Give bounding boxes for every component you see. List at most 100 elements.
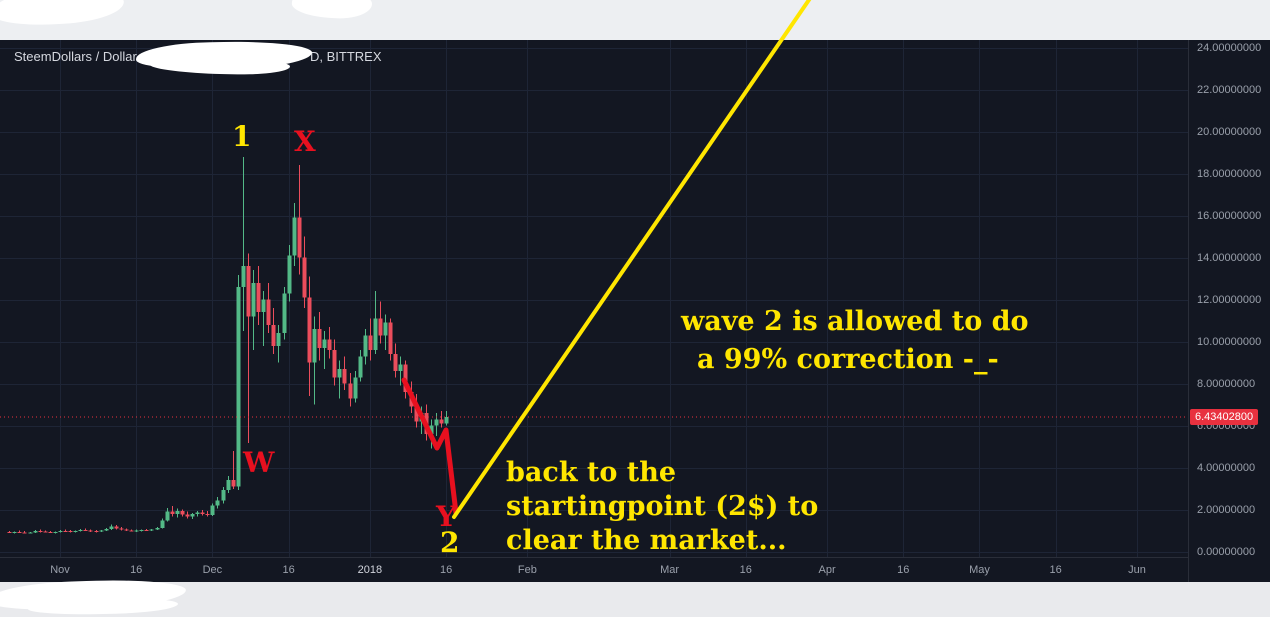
time-axis-label: 16 — [1049, 564, 1062, 576]
price-axis-label: 22.00000000 — [1197, 84, 1262, 96]
candle-body — [246, 265, 251, 317]
top-toolbar — [0, 0, 1270, 41]
legend-symbol-label: SteemDollars / Dollar — [14, 49, 137, 64]
candle-body — [342, 368, 347, 384]
candle-body — [307, 297, 312, 363]
last-price-badge: 6.43402800 — [1190, 408, 1259, 425]
candle-body — [73, 531, 78, 532]
candle-body — [337, 368, 342, 378]
candle-body — [114, 526, 119, 529]
candle-body — [363, 335, 368, 357]
candle-body — [388, 322, 393, 355]
candle-body — [195, 512, 200, 515]
time-axis-label: 16 — [439, 564, 453, 576]
candle-body — [383, 322, 388, 336]
candle-body — [104, 528, 109, 531]
time-axis-label: 16 — [897, 564, 910, 576]
candle-body — [221, 489, 226, 501]
price-axis[interactable]: 24.00000000 22.00000000 20.00000000 18.0000… — [1188, 40, 1270, 582]
candle-body — [322, 339, 327, 348]
candle-body — [58, 530, 63, 532]
candle-body — [353, 377, 358, 399]
candle-body — [139, 529, 144, 531]
candle-body — [409, 391, 414, 407]
candle-body — [261, 299, 266, 313]
candle-body — [368, 335, 373, 350]
candle-body — [332, 349, 337, 378]
candle-body — [241, 265, 246, 287]
price-axis-label: 24.00000000 — [1197, 42, 1262, 54]
candle-body — [63, 530, 68, 532]
time-axis-label: May — [969, 564, 990, 576]
candle-body — [129, 530, 134, 532]
candle-body — [282, 293, 287, 334]
time-axis-label: Jun — [1128, 564, 1146, 576]
candle-body — [160, 520, 165, 528]
price-axis-label: 0.00000000 — [1197, 546, 1256, 558]
price-axis-label: 8.00000000 — [1197, 378, 1256, 390]
time-axis-label: Mar — [660, 564, 680, 576]
candle-body — [38, 531, 43, 532]
candle-body — [78, 529, 83, 531]
candle-body — [119, 528, 124, 530]
time-axis-label: Nov — [50, 564, 70, 576]
price-axis-label: 14.00000000 — [1197, 252, 1262, 264]
candle-body — [312, 328, 317, 363]
candle-body — [134, 530, 139, 532]
candle-body — [155, 527, 160, 530]
candle-body — [215, 500, 220, 506]
candle-body — [48, 532, 53, 534]
candle-body — [327, 339, 332, 350]
candle-body — [271, 324, 276, 346]
candle-body — [83, 529, 88, 531]
candle-body — [68, 531, 73, 533]
candle-body — [88, 530, 93, 532]
candle-body — [398, 364, 403, 371]
candle-body — [358, 356, 363, 378]
chart-panel[interactable]: Nov 16 Dec 16 2018 16 Feb Mar 16 Apr 16 May 16 Jun 24… — [0, 40, 1270, 582]
candle-body — [205, 513, 210, 516]
candle-body — [180, 510, 185, 515]
candle-body — [226, 480, 231, 490]
time-axis-label: 2018 — [357, 564, 383, 576]
candle-body — [276, 333, 281, 346]
candle-body — [33, 531, 38, 533]
time-axis-label: Dec — [202, 564, 223, 576]
candle-body — [424, 412, 429, 434]
candle-body — [287, 255, 292, 294]
candle-body — [302, 257, 307, 298]
candle-body — [292, 217, 297, 256]
candle-body — [185, 514, 190, 517]
price-axis-label: 10.00000000 — [1197, 336, 1262, 348]
candle-body — [210, 505, 215, 516]
price-axis-label: 16.00000000 — [1197, 210, 1262, 222]
candle-body — [403, 364, 408, 392]
price-axis-label: 2.00000000 — [1197, 504, 1256, 516]
time-axis[interactable]: Nov 16 Dec 16 2018 16 Feb Mar 16 Apr 16 May 16 Jun — [0, 557, 1188, 583]
candle-body — [266, 299, 271, 325]
candle-body — [28, 532, 33, 534]
candle-body — [170, 511, 175, 515]
time-axis-label: Apr — [818, 564, 836, 576]
candle-body — [144, 529, 149, 531]
candle-body — [17, 531, 22, 533]
candle-body — [231, 480, 236, 487]
candle-body — [124, 529, 129, 531]
candle-body — [200, 512, 205, 514]
chart-legend[interactable]: SteemDollars / Dollar D, BITTREX — [14, 49, 382, 67]
candle-body — [378, 318, 383, 336]
price-axis-label: 12.00000000 — [1197, 294, 1262, 306]
candle-body — [297, 217, 302, 258]
candle-body — [429, 425, 434, 434]
time-axis-label: 16 — [130, 564, 143, 576]
price-axis-label: 4.00000000 — [1197, 462, 1256, 474]
candlestick-plot[interactable] — [0, 40, 1188, 557]
candle-body — [12, 531, 17, 533]
candle-body — [414, 406, 419, 422]
candle-body — [348, 383, 353, 399]
candle-body — [434, 419, 439, 426]
candle-body — [149, 529, 154, 531]
candle-body — [317, 328, 322, 348]
candle-body — [7, 532, 12, 534]
